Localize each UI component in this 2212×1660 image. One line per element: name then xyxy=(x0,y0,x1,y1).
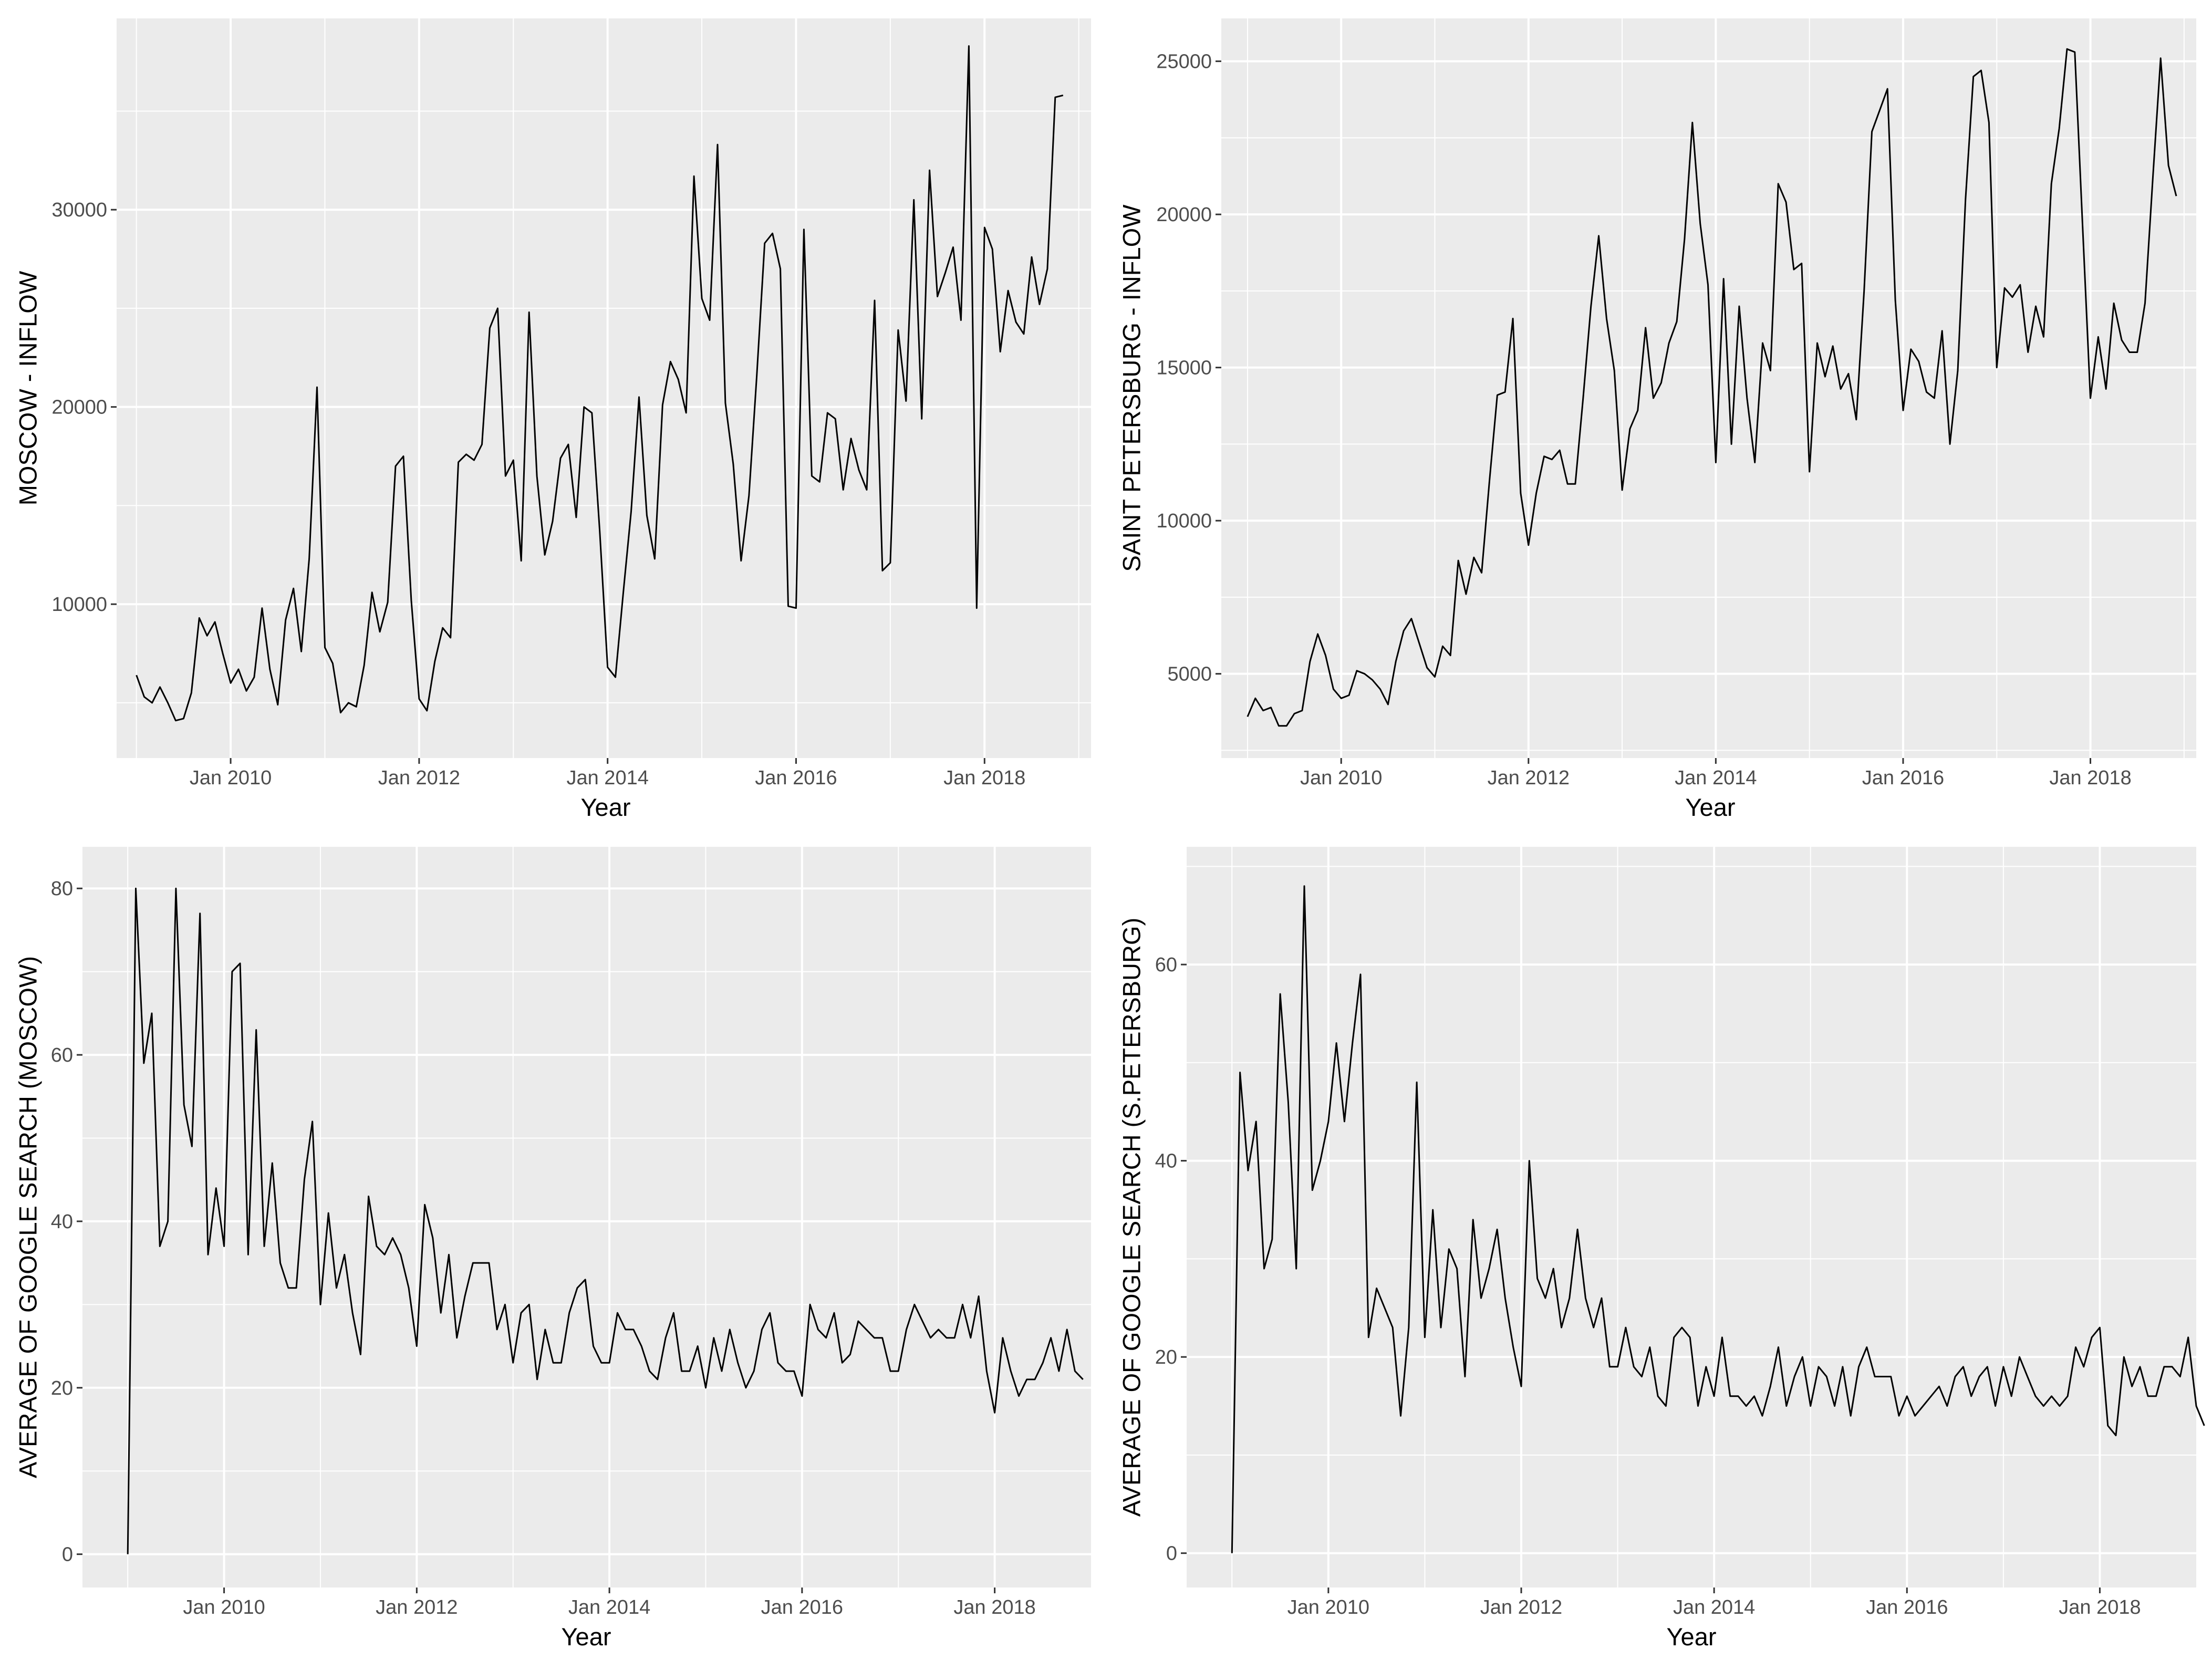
y-axis-title: SAINT PETERSBURG - INFLOW xyxy=(1117,204,1145,572)
chart-panel-2: Jan 2010 Jan 2012 Jan 2014 Jan 2016 Jan 2018… xyxy=(1117,18,2196,821)
x-tick-label: Jan 2018 xyxy=(943,767,1025,789)
x-tick-label: Jan 2012 xyxy=(1488,767,1570,789)
chart-panel-4: Jan 2010 Jan 2012 Jan 2014 Jan 2016 Jan 2018… xyxy=(1117,847,2205,1651)
x-tick-label: Jan 2010 xyxy=(190,767,272,789)
x-tick-label: Jan 2018 xyxy=(2059,1596,2141,1618)
y-tick-label: 15000 xyxy=(1156,357,1212,379)
x-tick-label: Jan 2012 xyxy=(1480,1596,1562,1618)
x-tick-label: Jan 2010 xyxy=(1300,767,1382,789)
y-tick-label: 0 xyxy=(1166,1543,1177,1565)
x-tick-label: Jan 2014 xyxy=(1675,767,1757,789)
y-tick-label: 20000 xyxy=(1156,204,1212,226)
x-tick-label: Jan 2012 xyxy=(376,1596,458,1618)
y-tick-label: 10000 xyxy=(1156,510,1212,532)
panel-background xyxy=(1187,847,2196,1588)
x-axis-title: Year xyxy=(581,793,631,821)
x-axis-title: Year xyxy=(1686,793,1736,821)
y-tick-label: 10000 xyxy=(51,594,107,616)
series-line xyxy=(136,45,1064,722)
x-tick-label: Jan 2010 xyxy=(1287,1596,1369,1618)
x-axis-title: Year xyxy=(1667,1623,1717,1651)
y-axis-title: AVERAGE OF GOOGLE SEARCH (S.PETERSBURG) xyxy=(1117,918,1145,1517)
y-tick-label: 40 xyxy=(1155,1150,1177,1173)
y-tick-label: 25000 xyxy=(1156,51,1212,73)
series-line xyxy=(1231,885,2205,1553)
y-tick-label: 20 xyxy=(1155,1346,1177,1368)
series-line xyxy=(127,887,1084,1554)
x-tick-label: Jan 2012 xyxy=(378,767,460,789)
series-line xyxy=(1247,48,2177,727)
y-tick-label: 60 xyxy=(51,1044,73,1066)
x-tick-label: Jan 2016 xyxy=(761,1596,843,1618)
y-tick-label: 20000 xyxy=(51,397,107,419)
chart-panel-3: Jan 2010 Jan 2012 Jan 2014 Jan 2016 Jan 2018… xyxy=(14,847,1091,1651)
x-tick-label: Jan 2018 xyxy=(953,1596,1035,1618)
x-tick-label: Jan 2016 xyxy=(755,767,837,789)
y-axis-title: AVERAGE OF GOOGLE SEARCH (MOSCOW) xyxy=(14,956,41,1478)
x-tick-label: Jan 2014 xyxy=(1673,1596,1755,1618)
y-tick-label: 5000 xyxy=(1167,663,1212,686)
panel-background xyxy=(82,847,1091,1588)
y-axis-title: MOSCOW - INFLOW xyxy=(14,271,41,505)
x-tick-label: Jan 2016 xyxy=(1866,1596,1948,1618)
x-tick-label: Jan 2014 xyxy=(566,767,648,789)
y-tick-label: 20 xyxy=(51,1377,73,1399)
panel-background xyxy=(1221,18,2196,758)
x-tick-label: Jan 2018 xyxy=(2049,767,2131,789)
panel-background xyxy=(117,18,1091,758)
x-tick-label: Jan 2014 xyxy=(568,1596,650,1618)
x-tick-label: Jan 2010 xyxy=(183,1596,265,1618)
y-tick-label: 30000 xyxy=(51,199,107,221)
y-tick-label: 40 xyxy=(51,1211,73,1233)
chart-panel-1: Jan 2010 Jan 2012 Jan 2014 Jan 2016 Jan 2018… xyxy=(14,18,1091,821)
x-axis-title: Year xyxy=(562,1623,611,1651)
y-tick-label: 80 xyxy=(51,878,73,900)
y-tick-label: 60 xyxy=(1155,954,1177,976)
y-tick-label: 0 xyxy=(62,1544,73,1566)
x-tick-label: Jan 2016 xyxy=(1862,767,1944,789)
